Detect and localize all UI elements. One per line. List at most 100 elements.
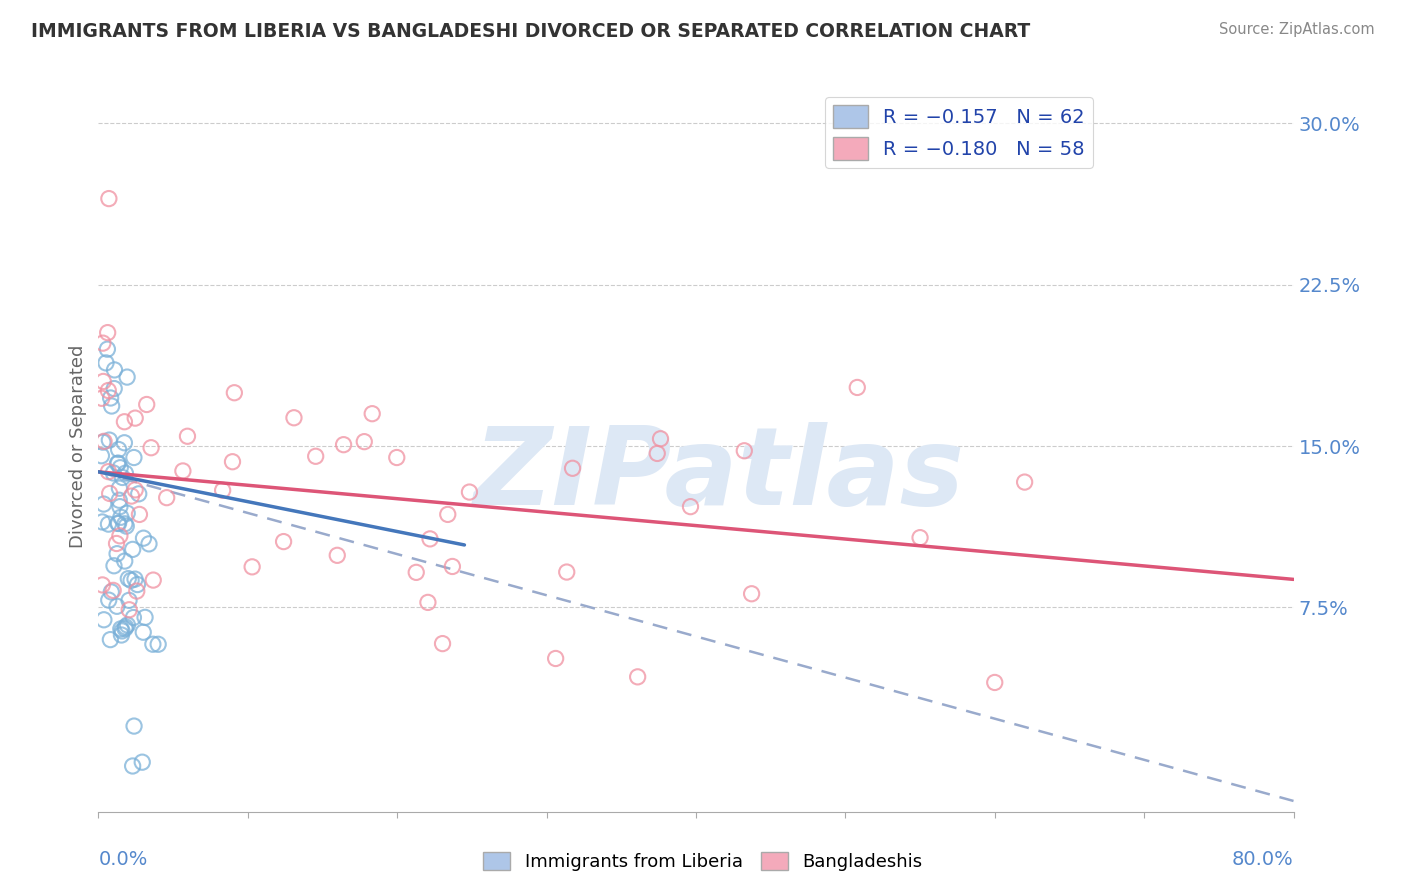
Point [103,583,125,598]
Point [122,719,145,733]
Point [94,356,117,370]
Point [97,517,120,532]
Point [118,593,141,607]
Point [96,342,118,356]
Point [97,593,120,607]
Point [93,434,115,449]
Legend: Immigrants from Liberia, Bangladeshis: Immigrants from Liberia, Bangladeshis [477,845,929,879]
Point [105,536,128,550]
Point [131,755,153,769]
Point [544,651,567,665]
Point [91,515,114,529]
Point [122,450,145,465]
Point [908,531,931,545]
Point [273,534,295,549]
Point [115,506,138,520]
Point [122,610,145,624]
Point [132,531,155,545]
Point [115,519,138,533]
Point [432,637,454,651]
Point [93,613,115,627]
Point [103,558,125,573]
Point [139,441,162,455]
Point [121,759,143,773]
Point [93,497,115,511]
Point [107,516,129,531]
Point [121,542,143,557]
Point [142,573,165,587]
Point [125,584,148,599]
Point [385,450,408,465]
Point [124,572,146,586]
Point [353,434,375,449]
Point [91,578,114,592]
Point [108,529,131,543]
Point [91,336,114,351]
Point [405,566,427,580]
Point [108,500,131,514]
Point [283,410,305,425]
Point [240,559,263,574]
Point [224,385,246,400]
Point [128,508,150,522]
Text: 80.0%: 80.0% [1232,850,1294,870]
Point [679,500,702,514]
Point [138,537,160,551]
Point [107,457,129,471]
Point [121,489,143,503]
Point [172,464,194,478]
Point [98,486,121,500]
Point [103,363,125,377]
Point [110,622,132,636]
Point [90,449,112,463]
Point [120,574,142,588]
Point [156,491,179,505]
Point [221,455,243,469]
Point [132,625,155,640]
Point [100,585,122,599]
Point [114,516,136,531]
Text: ZIPatlas: ZIPatlas [474,422,966,528]
Point [436,508,458,522]
Point [114,466,136,480]
Point [332,438,354,452]
Point [1014,475,1036,489]
Point [984,675,1007,690]
Point [124,483,146,497]
Point [555,565,578,579]
Point [458,485,481,500]
Point [124,411,146,425]
Point [97,192,120,206]
Point [134,610,156,624]
Point [627,670,650,684]
Point [111,624,134,638]
Point [97,384,120,398]
Point [142,637,165,651]
Point [110,628,132,642]
Point [733,443,755,458]
Legend: R = −0.157   N = 62, R = −0.180   N = 58: R = −0.157 N = 62, R = −0.180 N = 58 [825,97,1092,168]
Point [107,516,129,531]
Point [108,493,131,508]
Y-axis label: Divorced or Separated: Divorced or Separated [69,344,87,548]
Point [97,465,120,479]
Point [128,487,150,501]
Text: 0.0%: 0.0% [98,850,148,870]
Point [114,620,136,634]
Point [741,587,763,601]
Point [107,456,129,470]
Point [645,446,668,460]
Point [90,392,112,406]
Point [361,407,384,421]
Point [846,380,869,394]
Point [114,622,136,636]
Point [110,510,132,524]
Text: IMMIGRANTS FROM LIBERIA VS BANGLADESHI DIVORCED OR SEPARATED CORRELATION CHART: IMMIGRANTS FROM LIBERIA VS BANGLADESHI D… [31,22,1031,41]
Point [650,432,672,446]
Point [97,326,120,340]
Point [100,399,122,413]
Point [100,391,122,405]
Point [98,433,121,447]
Point [110,460,132,475]
Point [112,415,135,429]
